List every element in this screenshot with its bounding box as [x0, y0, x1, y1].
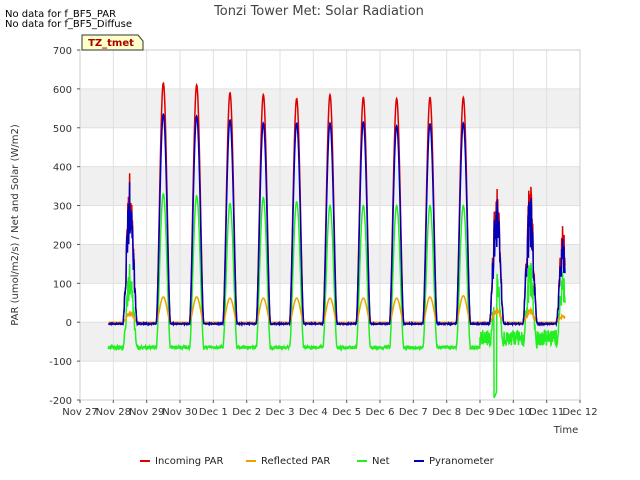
legend-label: Pyranometer [429, 456, 495, 467]
annotation-box-shape [81, 34, 144, 51]
legend-label: Net [372, 456, 390, 467]
x-tick-label: Dec 9 [466, 407, 495, 418]
legend: Incoming PAR Reflected PAR Net Pyranometer [140, 456, 495, 467]
y-tick-label: 500 [53, 124, 72, 135]
x-tick-label: Nov 27 [62, 407, 97, 418]
annotation-box: TZ_tmet [81, 34, 144, 51]
x-tick-label: Nov 30 [162, 407, 197, 418]
y-tick-label: 200 [53, 240, 72, 251]
legend-label: Incoming PAR [155, 456, 224, 467]
y-tick-label: 600 [53, 85, 72, 96]
legend-label: Reflected PAR [261, 456, 330, 467]
background-band [80, 244, 580, 284]
x-tick-label: Dec 5 [332, 407, 361, 418]
no-data-note-1: No data for f_BF5_PAR [5, 9, 117, 20]
x-tick-label: Dec 12 [562, 407, 597, 418]
x-tick-label: Dec 8 [432, 407, 461, 418]
plot-frame [79, 49, 581, 401]
y-tick-label: -100 [49, 357, 72, 368]
y-axis-ticks: -200 -100 0 100 200 300 400 500 600 700 [49, 46, 80, 407]
x-tick-label: Dec 6 [366, 407, 395, 418]
x-tick-label: Nov 28 [96, 407, 131, 418]
x-tick-label: Dec 1 [199, 407, 228, 418]
x-tick-label: Nov 29 [129, 407, 164, 418]
x-tick-label: Dec 10 [496, 407, 531, 418]
y-tick-label: 700 [53, 46, 72, 57]
y-tick-label: 400 [53, 163, 72, 174]
x-tick-label: Dec 3 [266, 407, 295, 418]
x-tick-label: Dec 11 [529, 407, 564, 418]
y-tick-label: 100 [53, 279, 72, 290]
x-tick-label: Dec 2 [232, 407, 261, 418]
y-tick-label: 300 [53, 202, 72, 213]
chart-title: Tonzi Tower Met: Solar Radiation [213, 4, 424, 19]
x-tick-label: Dec 4 [299, 407, 328, 418]
annotation-box-label: TZ_tmet [88, 38, 134, 49]
background-band [80, 166, 580, 206]
background-bands [80, 88, 580, 362]
y-axis-label: PAR (umol/m2/s) / Net and Solar (W/m2) [10, 124, 21, 326]
y-tick-label: 0 [66, 318, 72, 329]
series-line-net [107, 192, 566, 399]
series-lines [107, 81, 566, 399]
series-line-pyranometer [107, 112, 566, 327]
x-tick-label: Dec 7 [399, 407, 428, 418]
no-data-note-2: No data for f_BF5_Diffuse [5, 19, 132, 30]
x-axis-label: Time [553, 425, 578, 436]
y-tick-label: -200 [49, 396, 72, 407]
